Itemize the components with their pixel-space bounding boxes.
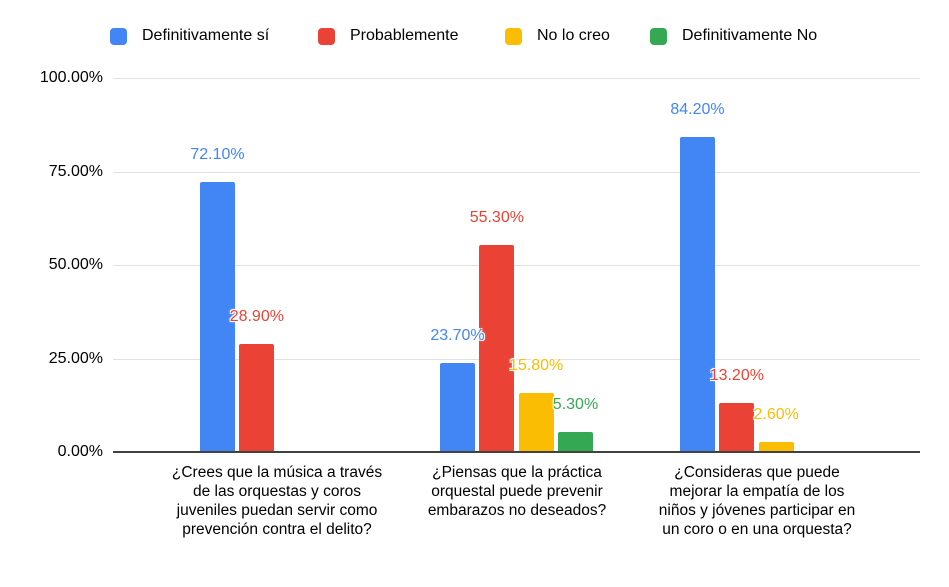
bar-definitivamente-si-q2 [440,363,475,452]
y-tick-label-25: 25.00% [48,349,103,367]
legend-item-definitivamente-si: Definitivamente sí [110,26,269,46]
category-label-question-2: ¿Piensas que la práctica orquestal puede… [427,464,607,519]
legend-item-no-lo-creo: No lo creo [505,26,610,46]
y-tick-label-50: 50.00% [48,256,103,273]
bar-probablemente-q3 [719,402,755,452]
bar-no-lo-creo-q3 [758,442,794,452]
value-label-no-lo-creo-q3: 2.60% [753,406,799,424]
gridline-100 [113,78,920,79]
legend-swatch-red-icon [318,27,335,45]
category-label-question-1: ¿Crees que la música a través de las orq… [171,464,383,538]
y-tick-label-100: 100.00% [39,69,103,86]
value-label-definitivamente-no-q2: 5.30% [552,396,599,414]
gridline-25 [113,358,920,360]
legend-item-probablemente: Probablemente [318,26,459,46]
bar-probablemente-q1 [239,343,275,452]
x-axis-line [113,451,920,453]
gridline-75 [113,171,920,173]
legend-label-definitivamente-si: Definitivamente sí [142,27,270,44]
value-label-no-lo-creo-q2: 15.80% [509,356,564,374]
bar-probablemente-q2 [479,245,515,452]
legend-label-probablemente: Probablemente [350,27,459,44]
legend-label-no-lo-creo: No lo creo [537,27,610,44]
legend-swatch-blue-icon [110,27,127,45]
category-label-question-3: ¿Consideras que puede mejorar la empatía… [658,464,856,538]
bar-definitivamente-si-q1 [200,182,235,452]
value-label-probablemente-q2: 55.30% [469,209,524,227]
gridline-50 [113,265,920,266]
y-tick-label-75: 75.00% [48,162,103,180]
legend-swatch-green-icon [650,27,667,45]
value-label-definitivamente-si-q2: 23.70% [430,327,485,345]
value-label-definitivamente-si-q3: 84.20% [670,101,725,119]
y-tick-label-0: 0.00% [57,443,103,460]
legend-swatch-yellow-icon [505,27,522,45]
legend-label-definitivamente-no: Definitivamente No [682,27,818,44]
value-label-probablemente-q1: 28.90% [229,307,284,325]
bar-definitivamente-si-q3 [680,137,715,452]
value-label-definitivamente-si-q1: 72.10% [190,146,245,164]
bar-no-lo-creo-q2 [518,392,554,452]
legend-item-definitivamente-no: Definitivamente No [650,26,817,46]
value-label-probablemente-q3: 13.20% [709,366,764,384]
bar-definitivamente-no-q2 [557,432,593,452]
